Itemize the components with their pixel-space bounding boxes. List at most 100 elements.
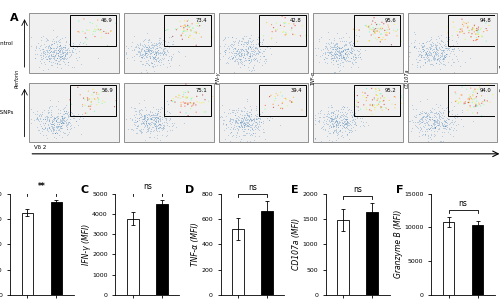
Point [246,139,254,144]
Point [334,45,342,49]
Point [42,51,50,56]
Point [433,57,441,62]
Point [54,116,62,121]
Point [441,124,449,129]
Point [35,45,43,50]
Point [347,50,355,55]
Point [188,21,196,26]
Point [381,30,389,35]
Point [168,124,176,129]
Point [164,48,172,53]
Point [438,130,446,135]
Point [442,120,450,125]
Point [263,45,271,49]
Bar [232,229,244,295]
Point [245,121,253,126]
Point [58,134,66,139]
Point [438,44,446,49]
Point [438,39,446,44]
Point [132,126,140,130]
Point [130,34,138,39]
Point [64,46,72,51]
Point [149,128,157,133]
Point [240,123,248,128]
Point [58,56,66,61]
Point [440,122,448,127]
Point [160,40,168,45]
Point [256,57,264,61]
Point [391,105,399,110]
Point [413,124,421,129]
Point [452,99,460,104]
Point [250,113,258,118]
Point [240,40,248,45]
Point [424,112,432,117]
Point [49,127,57,132]
Point [441,118,449,123]
Point [41,51,49,56]
Point [392,95,400,99]
Point [431,49,439,54]
Point [346,51,354,55]
Point [165,34,173,39]
Point [430,125,438,130]
Point [237,48,245,53]
Point [153,46,161,51]
Point [102,31,110,36]
Point [142,111,150,116]
Point [256,49,264,54]
Point [367,108,375,113]
Point [56,49,64,54]
Point [233,130,241,135]
Point [328,49,336,54]
Point [436,126,444,131]
Point [341,48,349,53]
Point [37,61,45,66]
Point [437,139,445,144]
Point [460,20,468,25]
Point [252,120,260,125]
Point [328,118,336,123]
Point [332,54,340,58]
Point [165,54,173,58]
Point [133,118,141,123]
Point [450,125,458,130]
Point [425,114,433,119]
Point [368,27,376,32]
Point [470,23,478,28]
Point [458,26,466,31]
Point [362,23,370,28]
Point [45,44,53,48]
Point [340,48,347,53]
Point [142,125,150,129]
Point [332,48,340,52]
Point [158,105,166,110]
Point [334,108,342,113]
Point [252,130,260,135]
Point [53,56,61,61]
Point [146,48,154,52]
Point [268,36,276,41]
Point [274,103,282,108]
Point [244,51,252,55]
Point [342,49,350,54]
Point [328,117,336,122]
Bar [50,203,62,295]
Point [376,92,384,96]
Point [180,25,188,30]
Point [150,51,158,56]
Point [132,52,140,57]
Point [423,39,431,44]
Point [141,115,149,120]
Point [145,112,153,117]
Point [474,32,482,37]
Point [419,54,427,59]
Point [340,56,348,61]
Point [424,57,432,62]
Point [342,121,350,126]
Point [330,120,338,125]
Point [338,49,346,54]
Point [174,49,182,54]
Point [332,48,340,53]
Point [418,45,426,49]
